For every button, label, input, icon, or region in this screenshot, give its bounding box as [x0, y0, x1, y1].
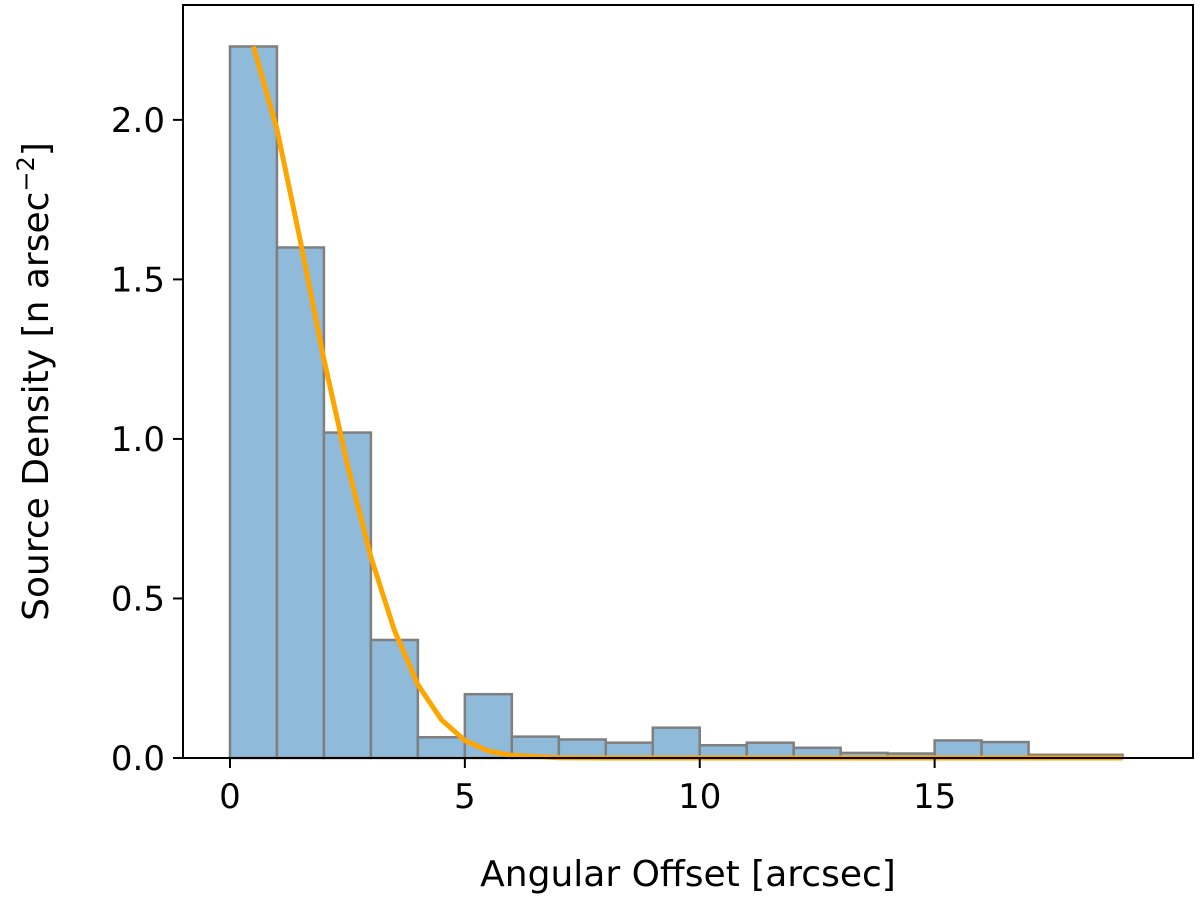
plot-frame	[182, 4, 1194, 759]
y-axis-label-close: ]	[16, 142, 57, 156]
x-axis: 0 5 10 15	[219, 758, 956, 817]
histogram-bar	[933, 739, 983, 760]
histogram-bar	[557, 738, 608, 760]
histogram-bar	[416, 736, 467, 760]
y-tick-label: 0.5	[111, 579, 165, 619]
x-tick-label: 10	[678, 777, 721, 817]
y-tick-label: 1.5	[111, 260, 165, 300]
y-tick-label: 0.0	[111, 739, 165, 779]
histogram-bar	[651, 726, 701, 760]
x-tick-label: 15	[913, 777, 956, 817]
x-axis-label: Angular Offset [arcsec]	[480, 854, 896, 895]
y-axis-label-main: Source Density [n arsec	[16, 192, 57, 621]
y-tick-label: 1.0	[111, 420, 165, 460]
y-axis-label: Source Density [n arsec−2]	[12, 142, 57, 621]
x-tick-label: 5	[454, 777, 476, 817]
histogram-bar	[228, 45, 279, 760]
bars-group	[228, 45, 1124, 760]
y-axis: 0.0 0.5 1.0 1.5 2.0	[111, 101, 183, 779]
histogram-bar	[369, 638, 420, 760]
y-tick-label: 2.0	[111, 101, 165, 141]
y-axis-label-superscript: −2	[12, 156, 40, 191]
x-tick-label: 0	[219, 777, 241, 817]
histogram-bar	[322, 431, 373, 760]
